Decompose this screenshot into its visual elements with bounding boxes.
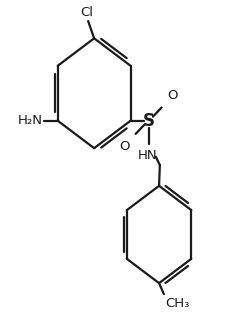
Text: O: O xyxy=(120,139,130,153)
Text: CH₃: CH₃ xyxy=(165,297,189,310)
Text: Cl: Cl xyxy=(80,5,93,19)
Text: O: O xyxy=(167,89,178,102)
Text: H₂N: H₂N xyxy=(17,114,43,127)
Text: HN: HN xyxy=(138,149,157,162)
Text: S: S xyxy=(143,112,155,130)
